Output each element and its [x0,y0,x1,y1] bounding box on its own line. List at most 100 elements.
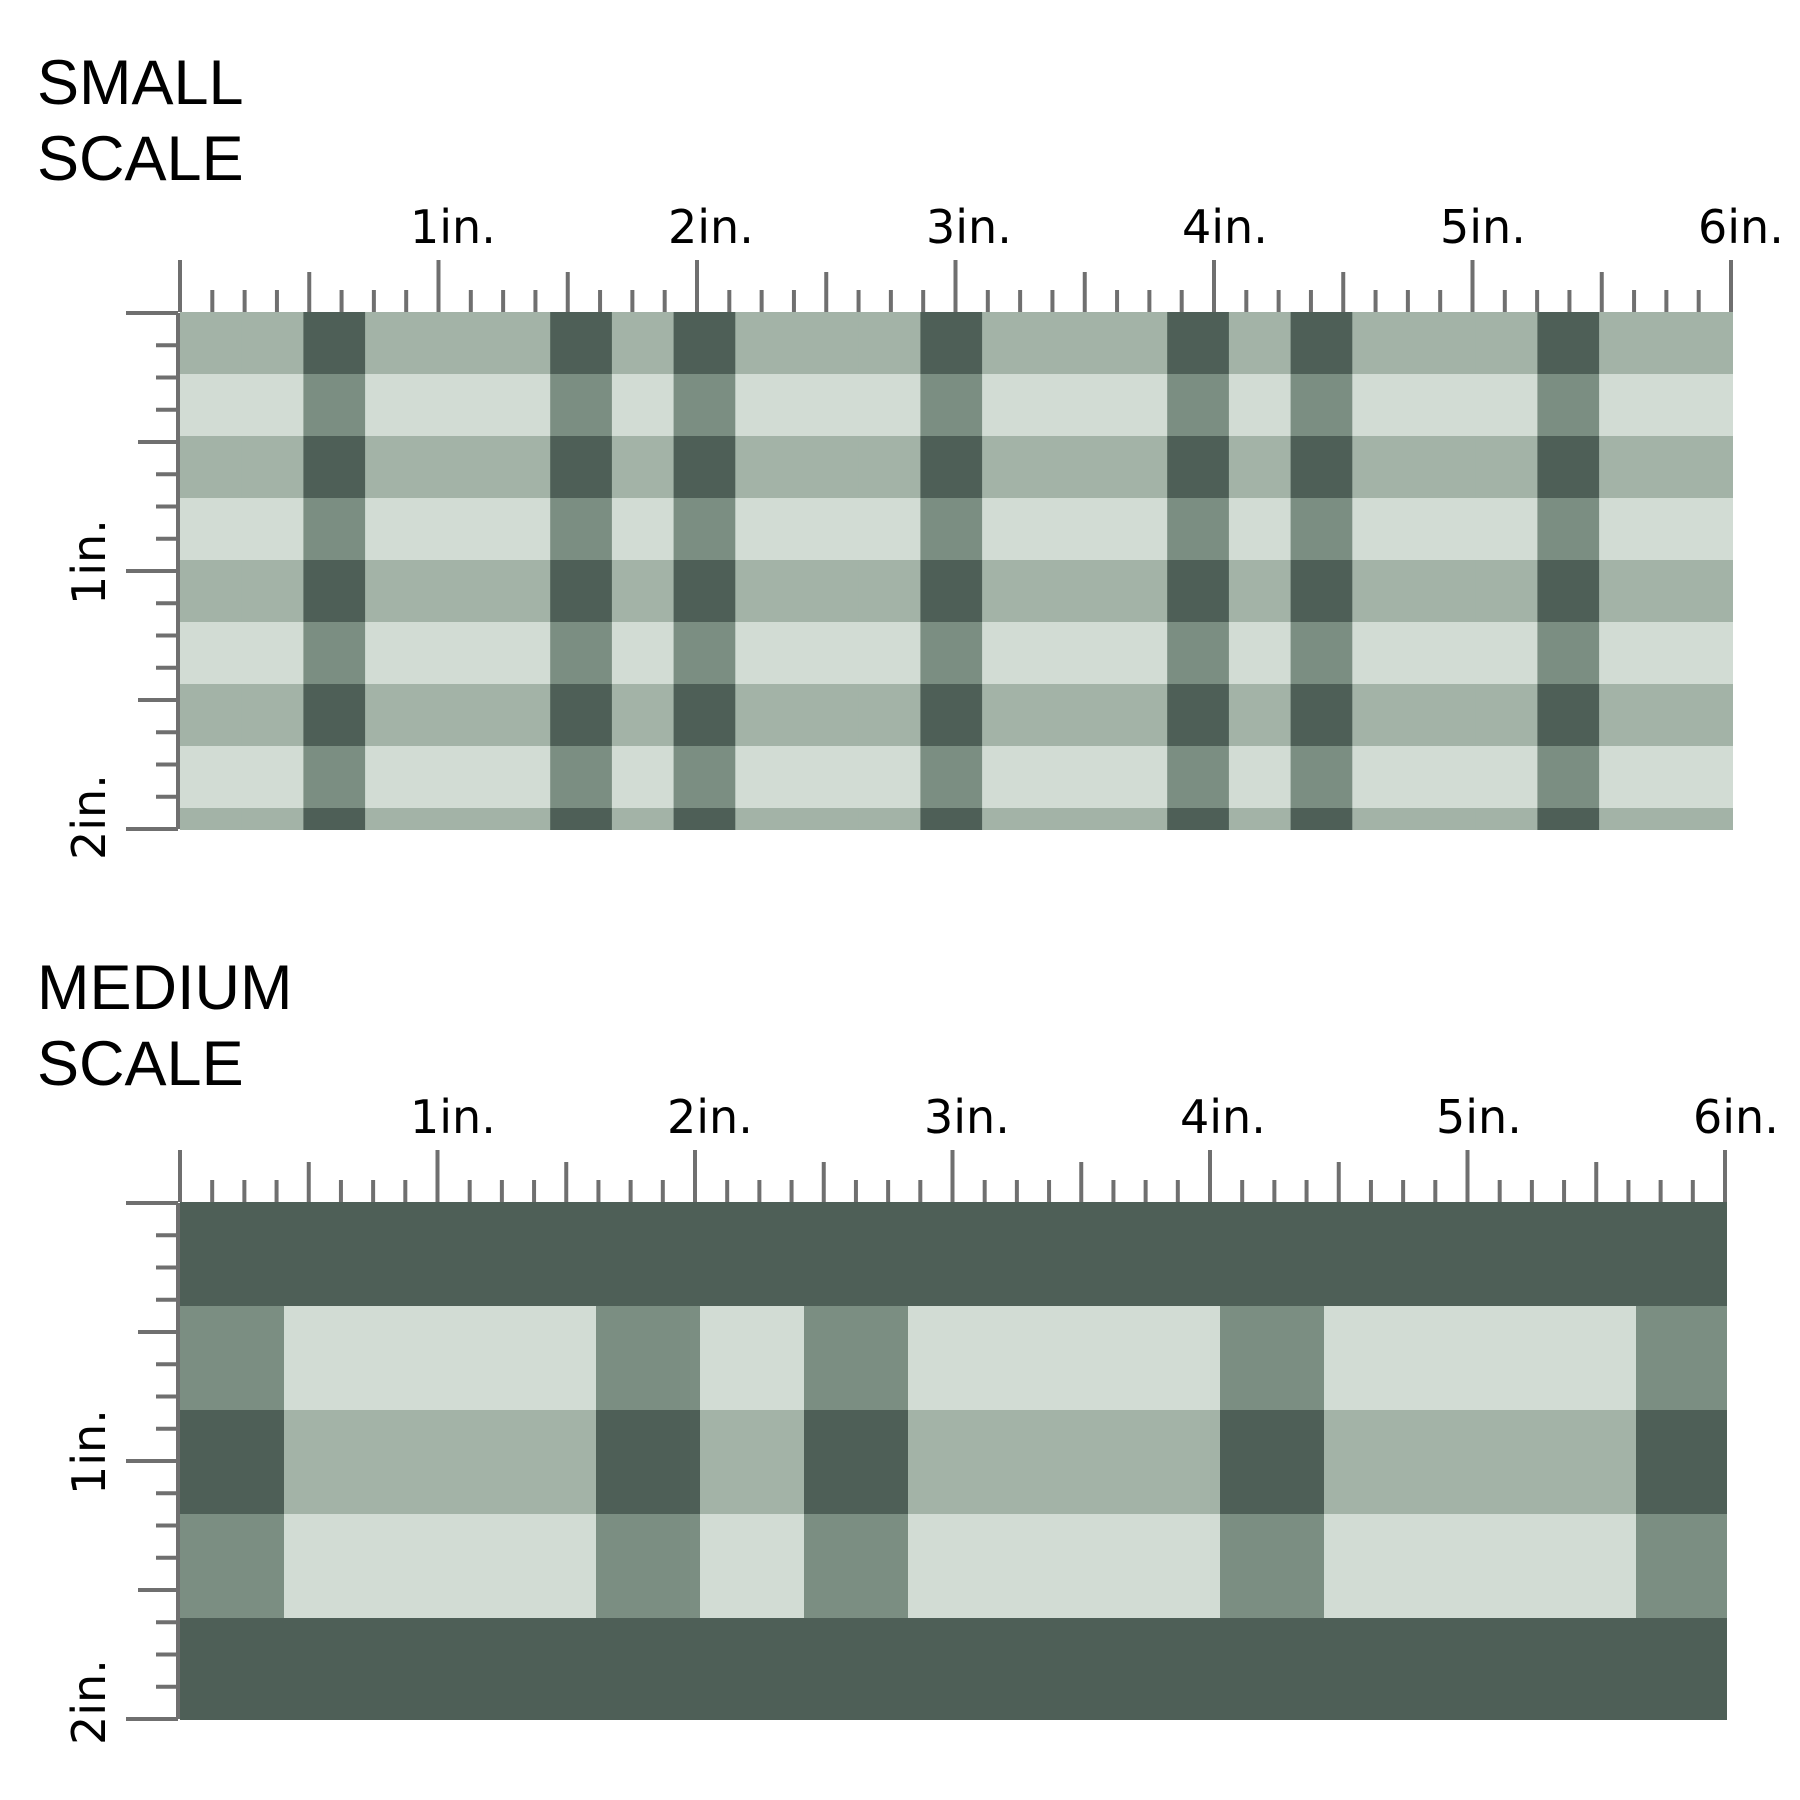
gingham-cell [426,808,489,830]
gingham-cell [1599,498,1662,561]
gingham-cell [735,622,798,685]
gingham-cell [1660,374,1723,437]
gingham-cell [1722,498,1733,561]
gingham-cell [426,684,489,747]
gingham-cell [426,746,489,809]
gingham-cell [1722,746,1733,809]
gingham-cell [908,1202,1013,1307]
gingham-cell [1043,560,1106,623]
gingham-cell [1116,1202,1221,1307]
gingham-cell [797,622,860,685]
gingham-cell [797,312,860,375]
gingham-cell [1475,560,1538,623]
gingham-cell [1722,374,1733,437]
gingham-cell [1290,436,1353,499]
gingham-cell [611,684,675,747]
gingham-cell [1324,1202,1429,1307]
medium-top-label-2: 2in. [667,1090,753,1144]
gingham-cell [700,1202,805,1307]
gingham-cell [797,808,860,830]
gingham-cell [1228,622,1292,685]
gingham-cell [1012,1618,1117,1720]
gingham-cell [488,498,551,561]
gingham-cell [673,498,736,561]
gingham-cell [365,808,428,830]
gingham-cell [1599,808,1662,830]
gingham-cell [180,622,243,685]
gingham-cell [1475,684,1538,747]
gingham-cell [797,746,860,809]
gingham-cell [365,622,428,685]
gingham-cell [488,684,551,747]
gingham-cell [804,1618,909,1720]
gingham-cell [982,808,1045,830]
gingham-cell [241,684,304,747]
gingham-cell [804,1514,909,1619]
gingham-cell [180,312,243,375]
gingham-cell [1722,808,1733,830]
medium-side-label-2: 2in. [62,1659,116,1745]
gingham-cell [303,436,366,499]
gingham-cell [1414,746,1477,809]
gingham-cell [1599,622,1662,685]
gingham-cell [1532,1202,1637,1307]
gingham-cell [284,1410,389,1515]
gingham-cell [180,560,243,623]
gingham-cell [611,374,675,437]
gingham-cell [492,1306,597,1411]
gingham-cell [426,560,489,623]
gingham-cell [611,312,675,375]
gingham-cell [550,808,613,830]
gingham-cell [1352,684,1415,747]
gingham-cell [1290,498,1353,561]
gingham-cell [596,1306,701,1411]
gingham-cell [804,1410,909,1515]
gingham-cell [241,746,304,809]
gingham-cell [1537,436,1600,499]
gingham-cell [1475,808,1538,830]
gingham-cell [1352,808,1415,830]
gingham-cell [303,312,366,375]
gingham-cell [1660,622,1723,685]
gingham-cell [920,808,983,830]
gingham-cell [673,312,736,375]
gingham-cell [1722,436,1733,499]
gingham-cell [1636,1618,1727,1720]
gingham-cell [858,312,921,375]
gingham-cell [1660,746,1723,809]
gingham-cell [858,374,921,437]
medium-top-label-3: 3in. [924,1090,1010,1144]
gingham-cell [1537,312,1600,375]
gingham-cell [1414,498,1477,561]
gingham-cell [1599,560,1662,623]
gingham-cell [1290,560,1353,623]
gingham-cell [488,560,551,623]
gingham-cell [611,746,675,809]
gingham-cell [1722,312,1733,375]
medium-side-label-1: 1in. [62,1409,116,1495]
gingham-cell [365,746,428,809]
gingham-cell [1043,436,1106,499]
gingham-cell [365,560,428,623]
gingham-cell [1352,746,1415,809]
gingham-cell [1599,374,1662,437]
gingham-cell [241,560,304,623]
gingham-cell [1660,498,1723,561]
gingham-cell [1290,746,1353,809]
gingham-cell [284,1514,389,1619]
gingham-cell [492,1410,597,1515]
gingham-cell [1352,560,1415,623]
gingham-cell [241,436,304,499]
gingham-cell [1012,1306,1117,1411]
gingham-cell [1475,374,1538,437]
gingham-cell [388,1306,493,1411]
gingham-cell [1537,622,1600,685]
gingham-cell [858,498,921,561]
gingham-cell [550,436,613,499]
gingham-cell [426,374,489,437]
gingham-cell [1722,622,1733,685]
gingham-cell [611,560,675,623]
gingham-cell [1599,312,1662,375]
gingham-cell [1167,312,1230,375]
gingham-cell [735,808,798,830]
